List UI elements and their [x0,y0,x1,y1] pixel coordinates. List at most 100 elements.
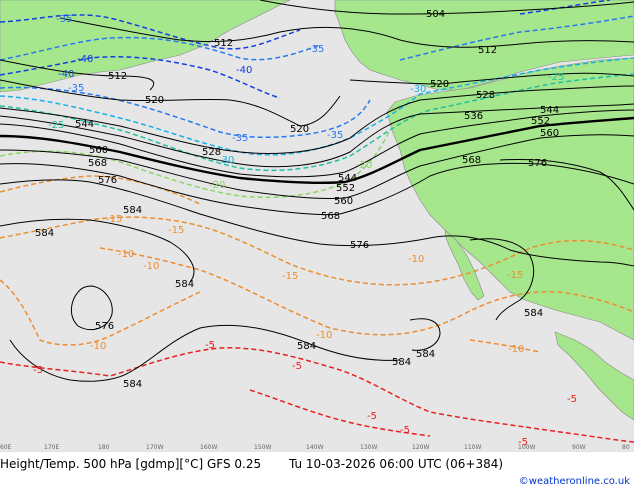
height-label: 552 [531,116,550,127]
longitude-label: 140W [306,444,323,451]
height-label: 528 [202,147,221,158]
land-siberia [0,0,291,93]
temperature-label: -10 [118,249,134,260]
isotherm-minus40-north [0,14,301,50]
height-label: 536 [464,111,483,122]
land-central-america [554,331,634,421]
temperature-label: -20 [209,180,225,191]
longitude-label: 110W [464,444,481,451]
contour-512-west [0,59,155,91]
temperature-label: -10 [508,344,524,355]
temperature-label: -5 [400,425,410,436]
height-label: 568 [462,155,481,166]
land-masses [0,0,634,421]
contour-536 [0,103,634,168]
contour-576-east [499,159,634,211]
temperature-labels: -40 -40 -40 -35 -35 -35 -35 -35 -30 -30 … [33,14,577,448]
height-label: 520 [290,124,309,135]
temperature-label: -5 [367,411,377,422]
temperature-label: -15 [168,225,184,236]
temperature-label: -25 [548,72,564,83]
height-label: 584 [123,379,142,390]
temperature-label: -25 [48,120,64,131]
temperature-label: -35 [308,44,324,55]
land-alaska [334,0,634,91]
height-label: 520 [430,79,449,90]
height-label: 512 [214,38,233,49]
isotherm-minus5-west [0,347,634,443]
height-label: 584 [416,349,435,360]
height-label: 544 [75,119,94,130]
map-title-bar: Height/Temp. 500 hPa [gdmp][°C] GFS 0.25… [0,457,503,471]
height-labels: 504 512 512 512 520 520 520 528 528 536 … [35,9,559,390]
longitude-label: 100W [518,444,535,451]
contour-552 [0,116,634,184]
height-label: 584 [123,205,142,216]
temperature-label: -10 [408,254,424,265]
temperature-label: -40 [77,54,93,65]
land-baja-california [444,229,485,301]
isotherm-minus5-south [249,389,431,437]
longitude-label: 130W [360,444,377,451]
temperature-label: -15 [106,214,122,225]
height-label: 576 [98,175,117,186]
height-label: 568 [321,211,340,222]
longitude-label: 170W [146,444,163,451]
map-footer: Height/Temp. 500 hPa [gdmp][°C] GFS 0.25… [0,452,634,490]
temperature-label: -30 [410,84,426,95]
height-label: 584 [524,308,543,319]
temperature-label: -35 [56,14,72,25]
contour-584-central [9,324,401,382]
temperature-label: -10 [316,330,332,341]
contour-576-west [0,179,634,267]
weather-map: 504 512 512 512 520 520 520 528 528 536 … [0,0,634,452]
contour-568 [0,162,634,216]
temperature-label: -5 [205,340,215,351]
temperature-label: -35 [68,83,84,94]
height-label: 504 [426,9,445,20]
height-label: 584 [392,357,411,368]
longitude-label: 60E [0,444,12,451]
temperature-label: -5 [33,365,43,376]
contour-576-loop [71,285,113,330]
isotherm-minus10-west [0,279,201,346]
temperature-label: -5 [518,437,528,448]
temperature-label: -40 [58,69,74,80]
site-credit: ©weatheronline.co.uk [518,476,630,487]
longitude-label: 160W [200,444,217,451]
height-label: 520 [145,95,164,106]
height-label: 576 [528,158,547,169]
height-contours [0,0,634,382]
temperature-label: -10 [143,261,159,272]
isotherm-minus10-central [99,247,634,336]
temperature-label: -40 [236,65,252,76]
isotherm-minus40-ne [519,0,611,15]
temperature-label: -5 [292,361,302,372]
height-label: 512 [478,45,497,56]
longitude-label: 80 [622,444,630,451]
longitude-label: 180 [98,444,110,451]
height-label: 528 [476,90,495,101]
temperature-label: -35 [327,130,343,141]
isotherm-minus35-north [0,36,321,61]
height-label: 568 [88,158,107,169]
valid-time: Tu 10-03-2026 06:00 UTC (06+384) [288,457,504,471]
height-label: 584 [175,279,194,290]
isotherm-minus35-central [0,86,371,139]
contour-544 [0,109,634,178]
isotherm-minus40-mid [0,56,281,99]
longitude-label: 150W [254,444,271,451]
temperature-label: -15 [282,271,298,282]
height-label: 544 [540,105,559,116]
product-title: Height/Temp. 500 hPa [gdmp][°C] GFS 0.25 [0,457,262,471]
contour-512-north [59,17,634,48]
height-label: 576 [350,240,369,251]
contour-584-mexico [469,238,535,321]
temperature-label: -30 [218,155,234,166]
longitude-label: 170E [44,444,59,451]
contour-528 [0,85,634,154]
height-label: 560 [334,196,353,207]
contour-520-east [349,72,634,85]
height-label: 552 [336,183,355,194]
